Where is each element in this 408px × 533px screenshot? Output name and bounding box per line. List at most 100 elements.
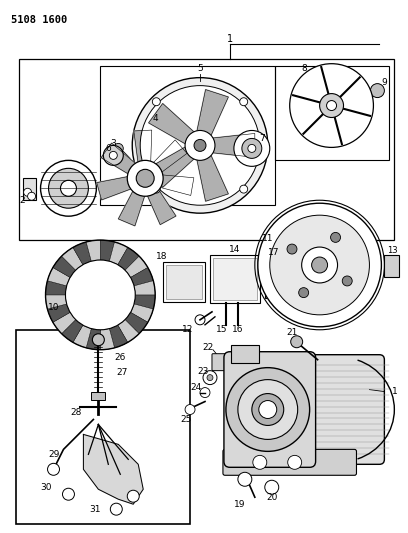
Polygon shape xyxy=(118,176,150,226)
Wedge shape xyxy=(62,247,83,270)
Text: 2: 2 xyxy=(20,196,25,205)
Circle shape xyxy=(291,336,303,348)
Bar xyxy=(265,258,303,298)
Circle shape xyxy=(261,402,275,416)
Text: 23: 23 xyxy=(197,367,208,376)
Circle shape xyxy=(238,379,298,439)
Polygon shape xyxy=(142,140,187,182)
Wedge shape xyxy=(53,256,76,278)
Circle shape xyxy=(240,185,248,193)
Circle shape xyxy=(200,387,210,398)
Text: 11: 11 xyxy=(262,233,273,243)
Circle shape xyxy=(195,315,205,325)
Polygon shape xyxy=(101,143,148,182)
Text: 26: 26 xyxy=(115,353,126,362)
FancyBboxPatch shape xyxy=(212,354,232,370)
Text: 5: 5 xyxy=(197,64,203,73)
Text: 29: 29 xyxy=(49,450,60,459)
Wedge shape xyxy=(100,240,115,261)
Bar xyxy=(16,330,190,524)
Circle shape xyxy=(65,260,135,330)
Bar xyxy=(213,258,257,300)
Wedge shape xyxy=(47,304,70,322)
Circle shape xyxy=(48,463,60,475)
Wedge shape xyxy=(109,242,128,265)
Polygon shape xyxy=(97,174,146,200)
Bar xyxy=(19,59,395,240)
Circle shape xyxy=(234,131,270,166)
Text: 18: 18 xyxy=(156,252,168,261)
Circle shape xyxy=(110,503,122,515)
Text: 31: 31 xyxy=(90,505,101,514)
Wedge shape xyxy=(53,312,76,334)
Circle shape xyxy=(113,143,123,154)
Text: 27: 27 xyxy=(117,368,128,377)
Text: 4: 4 xyxy=(152,114,158,123)
Circle shape xyxy=(49,168,89,208)
Circle shape xyxy=(24,188,31,196)
Bar xyxy=(384,255,399,277)
Wedge shape xyxy=(131,268,153,286)
Circle shape xyxy=(62,488,74,500)
Circle shape xyxy=(185,405,195,415)
Text: 15: 15 xyxy=(216,325,228,334)
Polygon shape xyxy=(267,407,294,422)
Circle shape xyxy=(330,232,341,243)
Wedge shape xyxy=(100,329,115,350)
Bar xyxy=(22,179,35,200)
Circle shape xyxy=(248,144,256,152)
Wedge shape xyxy=(73,242,91,265)
Circle shape xyxy=(253,455,267,470)
Bar xyxy=(231,345,259,362)
Text: 14: 14 xyxy=(229,245,241,254)
Polygon shape xyxy=(265,384,287,411)
Circle shape xyxy=(185,131,215,160)
Text: 8: 8 xyxy=(302,64,308,73)
Circle shape xyxy=(127,490,139,502)
Polygon shape xyxy=(83,434,143,504)
Circle shape xyxy=(302,247,337,283)
Wedge shape xyxy=(125,312,148,334)
Circle shape xyxy=(207,375,213,381)
FancyBboxPatch shape xyxy=(223,449,357,475)
Text: 19: 19 xyxy=(234,500,246,508)
Circle shape xyxy=(370,84,384,98)
Text: 6: 6 xyxy=(105,144,111,153)
Circle shape xyxy=(270,215,369,315)
Wedge shape xyxy=(86,329,100,350)
Text: 20: 20 xyxy=(266,492,277,502)
Circle shape xyxy=(132,78,268,213)
Circle shape xyxy=(299,288,308,297)
Bar xyxy=(210,255,260,303)
Text: 1: 1 xyxy=(391,387,397,396)
Text: 30: 30 xyxy=(40,483,51,492)
Wedge shape xyxy=(109,325,128,348)
Wedge shape xyxy=(62,320,83,342)
Wedge shape xyxy=(125,256,148,278)
Polygon shape xyxy=(194,90,228,147)
Polygon shape xyxy=(149,103,204,150)
Wedge shape xyxy=(73,325,91,348)
Polygon shape xyxy=(149,141,204,187)
Circle shape xyxy=(127,160,163,196)
Circle shape xyxy=(319,94,344,117)
Text: 7: 7 xyxy=(259,134,265,143)
Polygon shape xyxy=(141,176,176,224)
Wedge shape xyxy=(131,304,153,322)
Text: 28: 28 xyxy=(71,408,82,417)
Text: 12: 12 xyxy=(182,325,194,334)
Text: 17: 17 xyxy=(268,247,279,256)
Circle shape xyxy=(109,151,117,159)
Bar xyxy=(166,265,202,299)
Circle shape xyxy=(288,455,302,470)
Polygon shape xyxy=(134,130,152,179)
Text: 5108 1600: 5108 1600 xyxy=(11,15,67,25)
Wedge shape xyxy=(46,281,67,295)
Polygon shape xyxy=(200,133,255,157)
FancyBboxPatch shape xyxy=(235,354,384,464)
Circle shape xyxy=(326,101,337,110)
Circle shape xyxy=(226,368,310,451)
Bar xyxy=(91,392,105,400)
Wedge shape xyxy=(47,268,70,286)
Circle shape xyxy=(238,472,252,486)
